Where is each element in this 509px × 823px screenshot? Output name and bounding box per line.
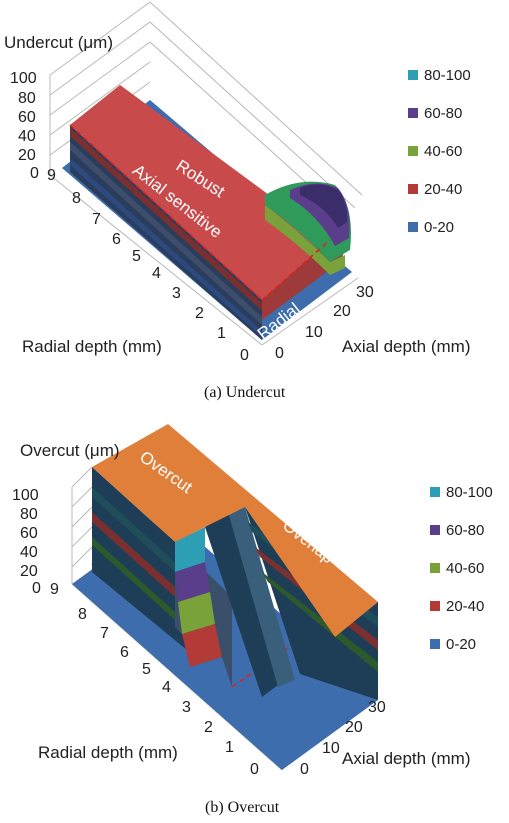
x-tick: 8	[78, 606, 87, 623]
undercut-rounded-cap	[265, 181, 351, 275]
y-tick: 30	[368, 699, 386, 716]
legend-swatch	[408, 108, 418, 118]
legend-swatch	[408, 70, 418, 80]
y-tick: 30	[356, 284, 374, 301]
legend-swatch	[408, 146, 418, 156]
x-tick: 2	[195, 305, 204, 322]
overcut-legend: 80-100 60-80 40-60 20-40 0-20	[430, 484, 493, 653]
z-tick: 40	[20, 544, 38, 561]
overcut-right-wall	[245, 507, 378, 700]
overcut-left-front	[175, 527, 232, 687]
undercut-legend: 80-100 60-80 40-60 20-40 0-20	[408, 67, 471, 236]
x-tick: 6	[112, 231, 121, 248]
z-tick: 20	[18, 147, 36, 164]
y-tick: 20	[345, 719, 363, 736]
undercut-z-axis-label: Undercut (μm)	[4, 33, 113, 52]
y-tick: 10	[322, 740, 340, 757]
overcut-plot: Overcut Overlap Overcut (μm) 100 80 60 4…	[12, 424, 493, 816]
legend-label: 20-40	[446, 598, 484, 615]
undercut-plot: Robust Axial sensitive Radial sensitive …	[4, 1, 471, 401]
legend-label: 80-100	[424, 67, 471, 84]
y-tick: 20	[333, 303, 351, 320]
undercut-wall-bands	[70, 128, 262, 337]
x-tick: 7	[100, 625, 109, 642]
x-tick: 9	[47, 167, 56, 184]
legend-label: 0-20	[424, 219, 454, 236]
legend-swatch	[408, 222, 418, 232]
legend-label: 60-80	[446, 522, 484, 539]
legend-swatch	[408, 184, 418, 194]
x-tick: 3	[182, 699, 191, 716]
z-tick: 100	[10, 70, 37, 87]
overcut-z-axis-label: Overcut (μm)	[20, 441, 120, 460]
legend-swatch	[430, 639, 440, 649]
legend-label: 40-60	[446, 560, 484, 577]
x-tick: 4	[152, 265, 161, 282]
x-tick: 8	[72, 190, 81, 207]
x-tick: 2	[204, 719, 213, 736]
x-tick: 1	[217, 325, 226, 342]
caption-a: (a) Undercut	[204, 384, 286, 401]
y-tick: 0	[275, 345, 284, 362]
x-tick: 4	[162, 679, 171, 696]
undercut-block-top	[70, 85, 330, 300]
legend-label: 80-100	[446, 484, 493, 501]
overcut-y-axis-label: Axial depth (mm)	[342, 749, 470, 768]
x-tick: 5	[132, 248, 141, 265]
legend-swatch	[430, 487, 440, 497]
legend-label: 20-40	[424, 181, 462, 198]
legend-swatch	[430, 525, 440, 535]
z-tick: 60	[18, 109, 36, 126]
legend-label: 0-20	[446, 636, 476, 653]
legend-swatch	[430, 601, 440, 611]
x-tick: 3	[172, 285, 181, 302]
x-tick: 5	[142, 661, 151, 678]
x-tick: 9	[50, 581, 59, 598]
z-tick: 0	[32, 580, 41, 597]
caption-b: (b) Overcut	[205, 799, 280, 816]
undercut-x-axis-label: Radial depth (mm)	[22, 337, 162, 356]
z-tick: 100	[12, 487, 39, 504]
x-tick: 1	[225, 739, 234, 756]
x-tick: 7	[92, 211, 101, 228]
z-tick: 20	[20, 563, 38, 580]
legend-label: 40-60	[424, 143, 462, 160]
x-tick: 6	[120, 644, 129, 661]
undercut-y-axis-label: Axial depth (mm)	[342, 337, 470, 356]
y-tick: 10	[305, 324, 323, 341]
overcut-top-surface	[92, 424, 378, 637]
legend-label: 60-80	[424, 105, 462, 122]
z-tick: 80	[20, 506, 38, 523]
x-tick: 0	[250, 761, 259, 778]
overcut-notch	[205, 507, 295, 697]
legend-swatch	[430, 563, 440, 573]
x-tick: 0	[240, 347, 249, 364]
z-tick: 60	[20, 525, 38, 542]
z-tick: 40	[18, 128, 36, 145]
undercut-region-boundaries	[69, 124, 331, 301]
z-tick: 80	[18, 90, 36, 107]
overcut-x-axis-label: Radial depth (mm)	[38, 743, 178, 762]
undercut-chart: Robust Axial sensitive Radial sensitive …	[0, 0, 509, 410]
overcut-chart: Overcut Overlap Overcut (μm) 100 80 60 4…	[0, 412, 509, 823]
z-tick: 0	[30, 165, 39, 182]
y-tick: 0	[300, 761, 309, 778]
